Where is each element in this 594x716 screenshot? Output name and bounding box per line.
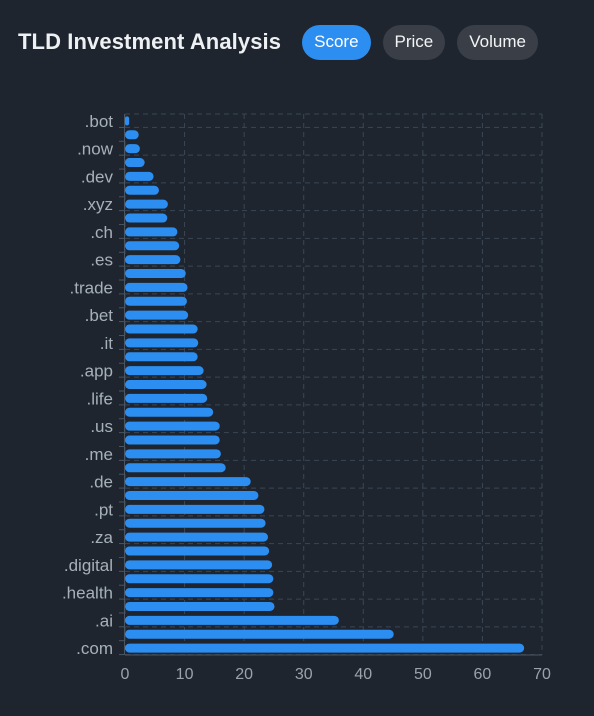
bar	[125, 477, 251, 487]
page-title: TLD Investment Analysis	[18, 29, 282, 54]
y-tick-label: .us	[90, 417, 113, 436]
bar	[125, 366, 204, 376]
y-tick-label: .ch	[90, 223, 113, 242]
y-tick-label: .es	[90, 251, 113, 270]
bar	[125, 269, 186, 279]
y-tick-label: .bet	[85, 306, 114, 325]
bar	[125, 615, 339, 625]
bar	[125, 421, 220, 431]
bar	[125, 296, 187, 306]
x-tick-label: 60	[474, 666, 492, 683]
bar	[125, 588, 274, 598]
bar	[125, 504, 265, 514]
bar	[125, 282, 188, 292]
bar	[125, 546, 270, 556]
x-tick-label: 20	[235, 666, 253, 683]
bar	[125, 255, 181, 265]
x-tick-label: 70	[533, 666, 551, 683]
bar	[125, 227, 178, 237]
bar	[125, 241, 180, 251]
y-tick-label: .de	[89, 473, 113, 492]
tab-price[interactable]: Price	[382, 24, 446, 60]
y-tick-label: .health	[62, 584, 113, 603]
y-tick-label: .pt	[94, 500, 113, 519]
y-tick-label: .life	[87, 389, 113, 408]
x-tick-label: 0	[121, 666, 130, 683]
bar	[125, 629, 394, 639]
bar	[125, 144, 140, 154]
y-tick-label: .me	[85, 445, 113, 464]
y-tick-label: .xyz	[83, 195, 113, 214]
bar	[125, 574, 274, 584]
tab-score[interactable]: Score	[302, 24, 371, 60]
tab-volume[interactable]: Volume	[457, 24, 538, 60]
header: TLD Investment Analysis Score Price Volu…	[18, 24, 576, 60]
y-tick-label: .za	[90, 528, 113, 547]
x-tick-label: 10	[176, 666, 194, 683]
bar	[125, 601, 275, 611]
y-tick-label: .bot	[85, 112, 114, 131]
y-tick-label: .com	[76, 639, 113, 658]
x-tick-label: 30	[295, 666, 313, 683]
bar	[125, 213, 168, 223]
bar	[125, 560, 273, 570]
bar	[125, 490, 259, 500]
bar	[125, 338, 199, 348]
bar	[125, 380, 207, 389]
bar	[125, 407, 214, 417]
bar	[125, 393, 208, 403]
bar	[125, 463, 226, 473]
y-tick-label: .now	[77, 140, 114, 159]
y-tick-label: .it	[100, 334, 114, 353]
bar	[125, 158, 145, 168]
x-tick-label: 40	[354, 666, 372, 683]
bar	[125, 449, 221, 459]
bar	[125, 532, 268, 542]
y-tick-label: .ai	[95, 611, 113, 630]
bar	[125, 352, 198, 362]
metric-tabs: Score Price Volume	[302, 24, 538, 60]
bar	[125, 199, 168, 209]
y-tick-label: .digital	[64, 556, 113, 575]
y-tick-label: .dev	[81, 167, 114, 186]
x-tick-label: 50	[414, 666, 432, 683]
bar	[125, 171, 154, 181]
bar	[125, 310, 189, 320]
y-tick-label: .trade	[70, 278, 113, 297]
bar	[125, 185, 159, 195]
bar	[125, 643, 525, 653]
y-tick-label: .app	[80, 362, 113, 381]
bar	[125, 116, 130, 126]
bar	[125, 324, 198, 334]
bar	[125, 518, 266, 528]
bar	[125, 435, 220, 445]
bar	[125, 130, 139, 140]
